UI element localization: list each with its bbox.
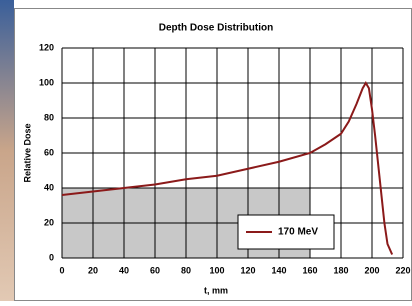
page: {"chart_data": {"type": "line", "title":…: [0, 0, 412, 301]
x-tick-label: 100: [209, 265, 224, 275]
y-tick-label: 60: [44, 147, 54, 157]
x-tick-label: 160: [302, 265, 317, 275]
x-tick-label: 0: [59, 265, 64, 275]
x-tick-label: 20: [88, 265, 98, 275]
y-tick-label: 40: [44, 182, 54, 192]
y-tick-label: 120: [39, 42, 54, 52]
y-tick-label: 0: [49, 252, 54, 262]
photo-strip: [0, 0, 14, 301]
x-tick-label: 180: [333, 265, 348, 275]
x-tick-label: 140: [271, 265, 286, 275]
x-tick-label: 60: [150, 265, 160, 275]
y-tick-label: 100: [39, 77, 54, 87]
chart: Depth Dose Distribution t, mm Relative D…: [0, 0, 412, 301]
x-tick-label: 220: [395, 265, 410, 275]
x-axis-label: t, mm: [204, 285, 228, 295]
y-tick-label: 20: [44, 217, 54, 227]
x-tick-label: 40: [119, 265, 129, 275]
legend-label: 170 MeV: [278, 227, 318, 238]
chart-title: Depth Dose Distribution: [159, 23, 273, 34]
x-tick-label: 120: [240, 265, 255, 275]
y-tick-label: 80: [44, 112, 54, 122]
x-tick-label: 200: [364, 265, 379, 275]
y-axis-label: Relative Dose: [22, 123, 32, 182]
x-tick-label: 80: [181, 265, 191, 275]
